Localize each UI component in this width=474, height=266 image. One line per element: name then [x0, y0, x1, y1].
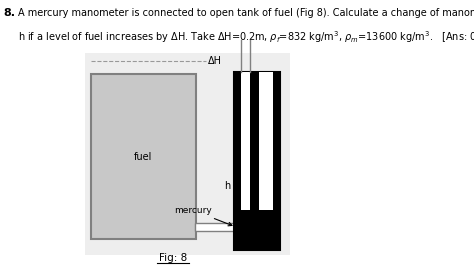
Bar [91, 74, 196, 239]
Text: fuel: fuel [134, 152, 153, 162]
Text: 8.: 8. [3, 8, 15, 18]
Text: ΔH: ΔH [208, 56, 222, 66]
Text: h if a level of fuel increases by $\Delta$H. Take $\Delta$H=0.2m, $\rho_f$=832 k: h if a level of fuel increases by $\Delt… [18, 29, 474, 45]
Text: mercury: mercury [174, 206, 232, 226]
Text: A mercury manometer is connected to open tank of fuel (Fig 8). Calculate a chang: A mercury manometer is connected to open… [18, 8, 474, 18]
Bar [85, 53, 290, 255]
Bar [195, 223, 234, 231]
Bar [234, 72, 280, 250]
Bar [241, 210, 250, 244]
Bar [241, 72, 250, 244]
Bar [259, 210, 273, 244]
Bar [259, 72, 273, 244]
Text: Fig: 8: Fig: 8 [159, 253, 187, 263]
Text: h: h [224, 181, 230, 191]
